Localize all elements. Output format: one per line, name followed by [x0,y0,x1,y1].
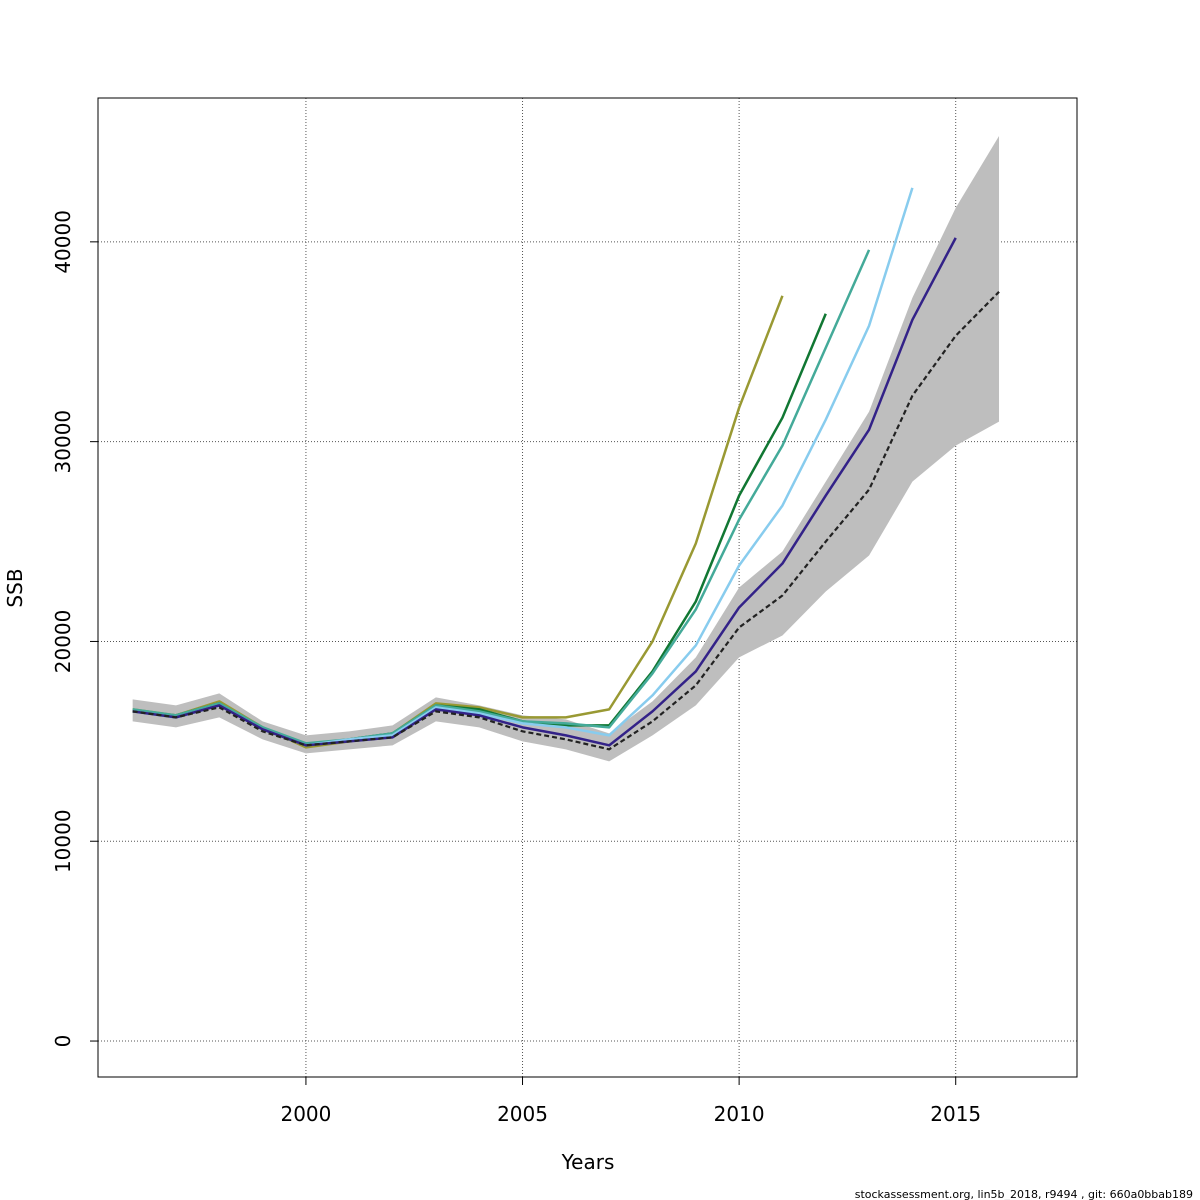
axes: 2000 2005 2010 2015 0 10000 20000 30000 40000 [51,210,981,1126]
main-estimate-line [132,291,1000,751]
x-tick-label: 2000 [280,1102,331,1126]
plot-frame [97,97,1078,1078]
y-tick-label: 0 [51,1035,75,1048]
y-axis-title: SSB [3,568,27,607]
x-tick-label: 2010 [714,1102,765,1126]
y-tick-label: 40000 [51,210,75,274]
series-line-1 [132,237,957,747]
y-tick-label: 10000 [51,809,75,873]
series-line-4 [132,313,827,747]
y-tick-label: 30000 [51,410,75,474]
y-tick-label: 20000 [51,610,75,674]
confidence-band-layer [132,135,1000,762]
series-line-2 [132,187,914,747]
main-series-layer [132,291,1000,751]
x-tick-label: 2015 [930,1102,981,1126]
x-axis-title: Years [561,1150,615,1174]
x-tick-label: 2005 [497,1102,548,1126]
grid-lines [98,98,1077,1077]
confidence-band [132,135,1000,762]
series-layer [132,187,957,749]
series-line-3 [132,249,871,745]
footer-text: stockassessment.org, lin5b_2018, r9494 ,… [855,1188,1193,1200]
